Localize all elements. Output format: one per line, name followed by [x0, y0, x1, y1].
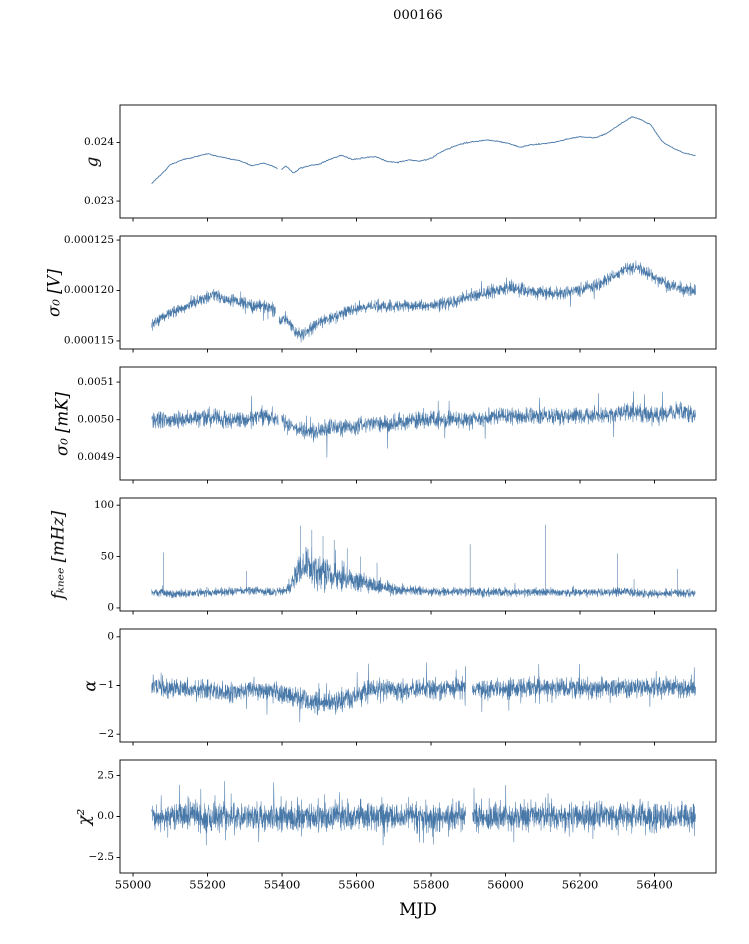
plot-canvas-sigma0-mk	[0, 366, 749, 487]
plot-canvas-sigma0-v	[0, 235, 749, 356]
y-axis-label-chi2: χ²	[74, 808, 94, 825]
panel-alpha: α	[0, 628, 749, 749]
plot-canvas-g	[0, 104, 749, 225]
y-axis-label-alpha: α	[80, 679, 100, 692]
panel-fknee: fₖₙₑₑ [mHz]	[0, 497, 749, 618]
figure-title: 000166	[393, 8, 443, 23]
panel-g: g	[0, 104, 749, 225]
y-axis-label-sigma0-v: σ₀ [V]	[44, 268, 64, 317]
panels-container: g σ₀ [V] σ₀ [mK] fₖₙₑₑ [mHz] α χ²	[0, 104, 749, 900]
y-axis-label-fknee: fₖₙₑₑ [mHz]	[48, 510, 68, 599]
x-axis-label: MJD	[399, 900, 437, 920]
panel-sigma0-v: σ₀ [V]	[0, 235, 749, 356]
panel-chi2: χ²	[0, 759, 749, 900]
y-axis-label-g: g	[82, 156, 102, 167]
plot-canvas-alpha	[0, 628, 749, 749]
panel-sigma0-mk: σ₀ [mK]	[0, 366, 749, 487]
plot-canvas-fknee	[0, 497, 749, 618]
plot-canvas-chi2	[0, 759, 749, 900]
y-axis-label-sigma0-mk: σ₀ [mK]	[52, 391, 72, 456]
